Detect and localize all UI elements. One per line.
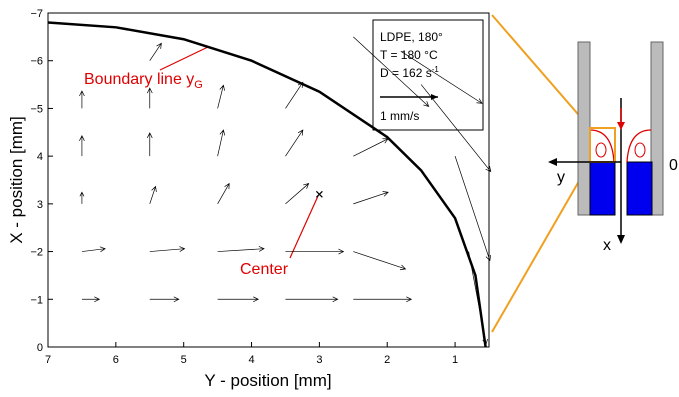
legend-sup: -1 [432, 65, 440, 74]
velocity-arrow [79, 90, 85, 109]
flow-arrow-head [617, 122, 625, 130]
diagram-x-label: x [603, 237, 611, 254]
x-axis-label: Y - position [mm] [204, 371, 331, 390]
diagram-origin-label: 0 [669, 157, 678, 174]
legend-box [372, 19, 484, 131]
velocity-arrow [79, 191, 85, 204]
wall [650, 41, 664, 216]
setup-diagram: y x 0 [548, 41, 678, 254]
velocity-arrow [420, 84, 492, 173]
legend-scale-head [431, 94, 438, 100]
velocity-arrow [149, 185, 157, 204]
velocity-arrow [149, 42, 162, 61]
velocity-arrow [217, 296, 259, 303]
velocity-arrow [353, 191, 389, 205]
plot-frame [47, 12, 490, 348]
y-tick-label: 0 [37, 342, 43, 354]
x-tick-label: 4 [248, 354, 254, 366]
velocity-arrow [146, 87, 153, 109]
velocity-arrow [79, 135, 85, 157]
velocity-arrow [149, 296, 180, 303]
y-axis-label: X - position [mm] [7, 116, 26, 244]
y-tick-label: −1 [30, 294, 43, 306]
velocity-arrow [285, 296, 339, 303]
y-tick-label: −7 [30, 8, 43, 20]
velocity-arrow [81, 246, 106, 253]
x-tick-label: 5 [181, 354, 187, 366]
zoom-lines [491, 14, 591, 333]
arrow-head [548, 158, 557, 166]
center-label: Center [240, 261, 289, 278]
x-tick-label: 7 [45, 354, 51, 366]
velocity-arrow [81, 296, 101, 303]
velocity-arrow [353, 251, 407, 271]
vortex [634, 142, 646, 158]
boundary-label-main: Boundary line y [84, 71, 194, 88]
y-tick-label: −2 [30, 247, 43, 259]
x-tick-label: 2 [384, 354, 390, 366]
x-tick-label: 6 [113, 354, 119, 366]
x-tick-label: 3 [316, 354, 322, 366]
y-tick-label: 4 [37, 151, 43, 163]
legend-line: T = 180 °C [380, 48, 438, 62]
velocity-arrow [400, 50, 483, 104]
boundary-line [47, 21, 487, 348]
velocity-arrow [217, 129, 226, 157]
legend-line: LDPE, 180° [380, 30, 443, 44]
velocity-arrow [217, 84, 225, 109]
zoom-line [491, 161, 591, 333]
velocity-arrow [217, 246, 265, 252]
y-tick-label: −6 [30, 56, 43, 68]
zoom-line [491, 14, 591, 129]
melt-block [589, 161, 616, 216]
velocity-arrow [146, 132, 153, 157]
center-marker [315, 190, 323, 198]
front-curve [589, 129, 652, 163]
vortex [595, 142, 607, 158]
y-tick-label: −5 [30, 103, 43, 115]
legend-scale-label: 1 mm/s [380, 109, 419, 123]
boundary-label-sub: G [194, 79, 203, 91]
velocity-arrow [285, 81, 304, 109]
velocity-arrow [353, 296, 413, 303]
arrow-head [617, 235, 625, 244]
velocity-arrow [285, 129, 304, 157]
legend-line: D = 162 s-1 [380, 65, 439, 80]
wall [577, 41, 591, 216]
velocity-arrow [217, 182, 230, 205]
center-pointer [289, 195, 319, 259]
legend-line-main: D = 162 s [380, 66, 432, 80]
y-tick-label: 3 [37, 199, 43, 211]
boundary-pointer [159, 46, 209, 71]
velocity-arrow [454, 156, 492, 262]
diagram-y-label: y [557, 169, 565, 186]
x-tick-label: 1 [452, 354, 458, 366]
velocity-arrow [285, 248, 345, 255]
velocity-arrow [353, 36, 430, 107]
melt-block [626, 161, 653, 216]
velocity-arrow [149, 246, 186, 252]
boundary-label: Boundary line yG [84, 71, 203, 91]
velocity-arrow [285, 183, 310, 205]
velocity-arrow [353, 138, 389, 157]
